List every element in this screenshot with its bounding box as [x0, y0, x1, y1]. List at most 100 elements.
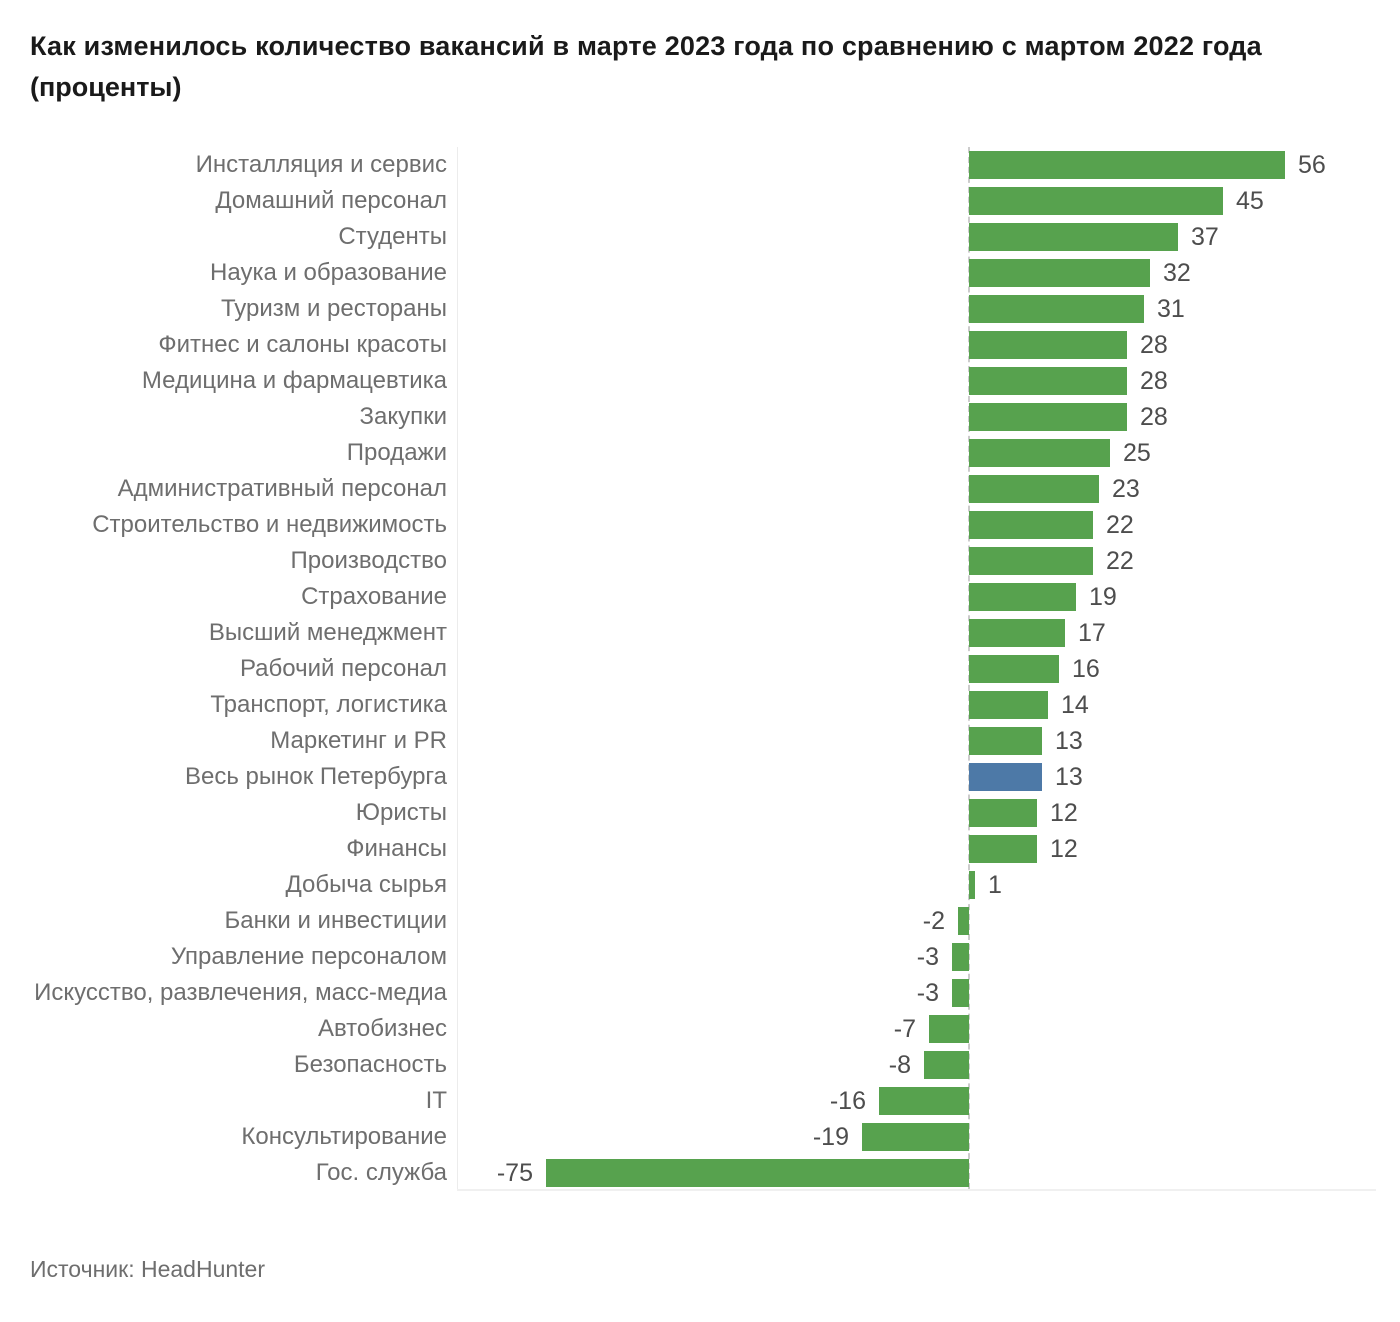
value-label: -75: [496, 1159, 533, 1187]
category-label: Инсталляция и сервис: [195, 151, 447, 178]
category-label: Административный персонал: [117, 475, 447, 502]
value-label: 37: [1191, 223, 1219, 251]
value-label: 22: [1106, 511, 1134, 539]
bar-row: Весь рынок Петербурга 13: [0, 759, 1400, 795]
bar-row: Безопасность -8: [0, 1047, 1400, 1083]
bar-row: Студенты 37: [0, 219, 1400, 255]
category-label: Продажи: [346, 439, 447, 466]
bar: [546, 1159, 969, 1187]
bar-row: Производство 22: [0, 543, 1400, 579]
bar: [929, 1015, 969, 1043]
value-label: 19: [1089, 583, 1117, 611]
bar: [969, 295, 1144, 323]
value-label: 14: [1061, 691, 1089, 719]
bar: [969, 511, 1093, 539]
bar-row: Инсталляция и сервис 56: [0, 147, 1400, 183]
category-label: Закупки: [359, 403, 447, 430]
value-label: -7: [893, 1015, 916, 1043]
category-label: Автобизнес: [317, 1015, 447, 1042]
x-axis-line: [457, 1189, 1376, 1191]
bar-chart: Инсталляция и сервис 56 Домашний персонал 4…: [0, 147, 1400, 1191]
category-label: Туризм и рестораны: [220, 295, 447, 322]
bar-row: Юристы 12: [0, 795, 1400, 831]
bar-row: Медицина и фармацевтика 28: [0, 363, 1400, 399]
bar: [958, 907, 969, 935]
category-label: Юристы: [355, 799, 447, 826]
bar: [862, 1123, 969, 1151]
value-label: 1: [988, 871, 1002, 899]
bar: [969, 691, 1048, 719]
category-label: Наука и образование: [210, 259, 447, 286]
category-label: Добыча сырья: [285, 871, 447, 898]
bar: [969, 403, 1127, 431]
bar: [952, 979, 969, 1007]
bar: [969, 871, 975, 899]
bar-row: Транспорт, логистика 14: [0, 687, 1400, 723]
category-label: Весь рынок Петербурга: [185, 763, 447, 790]
bar: [969, 223, 1178, 251]
category-label: Банки и инвестиции: [224, 907, 447, 934]
highlight-bar: [969, 763, 1042, 791]
bar: [969, 475, 1099, 503]
bar-row: Страхование 19: [0, 579, 1400, 615]
value-label: 13: [1055, 763, 1083, 791]
bar: [969, 367, 1127, 395]
value-label: 25: [1123, 439, 1151, 467]
category-label: Производство: [290, 547, 447, 574]
bar-row: Рабочий персонал 16: [0, 651, 1400, 687]
value-label: -3: [916, 979, 939, 1007]
value-label: 28: [1140, 367, 1168, 395]
bar-row: Управление персоналом -3: [0, 939, 1400, 975]
category-label: Искусство, развлечения, масс-медиа: [34, 979, 447, 1006]
bar: [969, 439, 1110, 467]
bar-row: Высший менеджмент 17: [0, 615, 1400, 651]
bar-row: Искусство, развлечения, масс-медиа -3: [0, 975, 1400, 1011]
value-label: 32: [1163, 259, 1191, 287]
bar: [969, 547, 1093, 575]
value-label: -2: [922, 907, 945, 935]
bar-row: Туризм и рестораны 31: [0, 291, 1400, 327]
value-label: -8: [888, 1051, 911, 1079]
bar-row: Автобизнес -7: [0, 1011, 1400, 1047]
bar: [924, 1051, 969, 1079]
bar: [952, 943, 969, 971]
value-label: 28: [1140, 331, 1168, 359]
category-label: IT: [425, 1087, 447, 1114]
value-label: -3: [916, 943, 939, 971]
page-subtitle: (проценты): [30, 72, 182, 102]
bar: [969, 799, 1037, 827]
category-label: Маркетинг и PR: [270, 727, 447, 754]
value-label: 12: [1050, 799, 1078, 827]
bar: [969, 835, 1037, 863]
bar-row: Наука и образование 32: [0, 255, 1400, 291]
category-label: Строительство и недвижимость: [92, 511, 447, 538]
category-label: Финансы: [346, 835, 447, 862]
category-label: Рабочий персонал: [239, 655, 447, 682]
value-label: 56: [1298, 151, 1326, 179]
bar: [969, 583, 1076, 611]
bar-row: Строительство и недвижимость 22: [0, 507, 1400, 543]
bar-row: IT -16: [0, 1083, 1400, 1119]
title-block: Как изменилось количество вакансий в мар…: [30, 26, 1350, 108]
bar: [969, 259, 1150, 287]
category-label: Студенты: [338, 223, 447, 250]
bar-row: Домашний персонал 45: [0, 183, 1400, 219]
value-label: 23: [1112, 475, 1140, 503]
bar-row: Добыча сырья 1: [0, 867, 1400, 903]
bar-row: Продажи 25: [0, 435, 1400, 471]
bar: [969, 331, 1127, 359]
y-axis-line: [457, 147, 458, 1189]
value-label: 22: [1106, 547, 1134, 575]
source-note: Источник: HeadHunter: [30, 1256, 265, 1282]
value-label: 45: [1236, 187, 1264, 215]
bar-row: Фитнес и салоны красоты 28: [0, 327, 1400, 363]
bar-row: Гос. служба -75: [0, 1155, 1400, 1191]
bar-row: Закупки 28: [0, 399, 1400, 435]
page-title: Как изменилось количество вакансий в мар…: [30, 31, 1262, 61]
category-label: Гос. служба: [315, 1159, 447, 1186]
category-label: Страхование: [301, 583, 447, 610]
value-label: 28: [1140, 403, 1168, 431]
category-label: Высший менеджмент: [208, 619, 447, 646]
value-label: 16: [1072, 655, 1100, 683]
